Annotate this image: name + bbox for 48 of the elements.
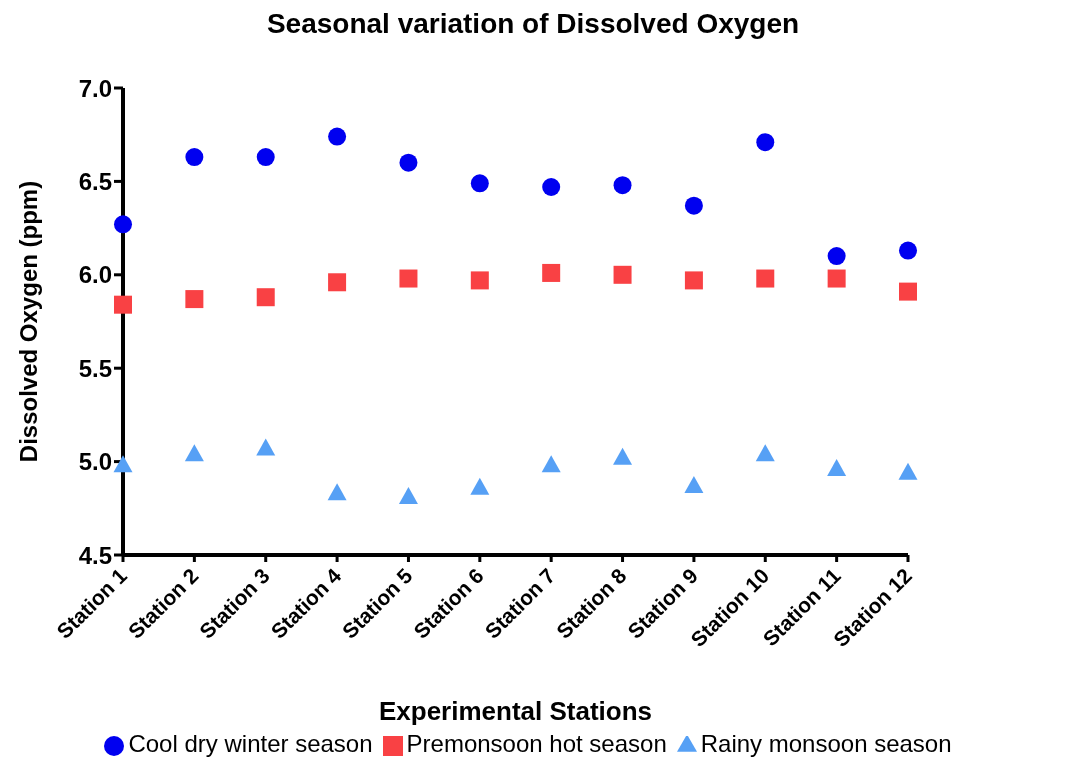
point bbox=[827, 269, 846, 288]
point bbox=[184, 444, 204, 462]
y-axis-title: Dissolved Oxygen (ppm) bbox=[14, 180, 42, 463]
point bbox=[613, 176, 632, 195]
point bbox=[256, 438, 276, 456]
y-tick-label: 4.5 bbox=[78, 541, 112, 569]
point bbox=[328, 273, 347, 292]
y-tick-label: 7.0 bbox=[78, 74, 112, 102]
point bbox=[542, 178, 561, 196]
point bbox=[755, 444, 775, 462]
point bbox=[470, 271, 489, 290]
point bbox=[256, 148, 275, 167]
point bbox=[541, 455, 561, 473]
legend-label: Premonsoon hot season bbox=[406, 730, 667, 757]
point bbox=[470, 477, 490, 495]
point bbox=[827, 459, 847, 477]
y-tick-label: 6.5 bbox=[78, 167, 112, 195]
y-tick-label: 5.5 bbox=[78, 354, 112, 382]
chart-title: Seasonal variation of Dissolved Oxygen bbox=[265, 8, 801, 40]
point bbox=[256, 288, 275, 307]
legend-label: Cool dry winter season bbox=[128, 730, 373, 757]
point bbox=[827, 247, 846, 266]
point bbox=[684, 475, 704, 493]
point bbox=[114, 215, 132, 234]
point bbox=[398, 487, 418, 505]
point bbox=[470, 174, 489, 193]
point bbox=[613, 265, 632, 284]
point bbox=[185, 290, 204, 309]
point bbox=[399, 269, 418, 288]
point bbox=[328, 127, 347, 146]
point bbox=[327, 483, 347, 501]
point bbox=[185, 148, 204, 167]
point bbox=[542, 263, 561, 282]
x-axis-title: Experimental Stations bbox=[378, 696, 653, 726]
point bbox=[114, 295, 132, 314]
point bbox=[899, 241, 917, 260]
point bbox=[684, 271, 703, 290]
point bbox=[898, 462, 918, 480]
point bbox=[756, 269, 775, 288]
point bbox=[684, 196, 703, 215]
legend-label: Rainy monsoon season bbox=[700, 730, 952, 757]
point bbox=[399, 153, 418, 172]
y-tick-label: 6.0 bbox=[78, 261, 112, 289]
point bbox=[613, 447, 633, 465]
y-tick-label: 5.0 bbox=[78, 448, 112, 476]
point bbox=[756, 133, 775, 152]
point bbox=[113, 455, 133, 473]
point bbox=[899, 282, 917, 301]
